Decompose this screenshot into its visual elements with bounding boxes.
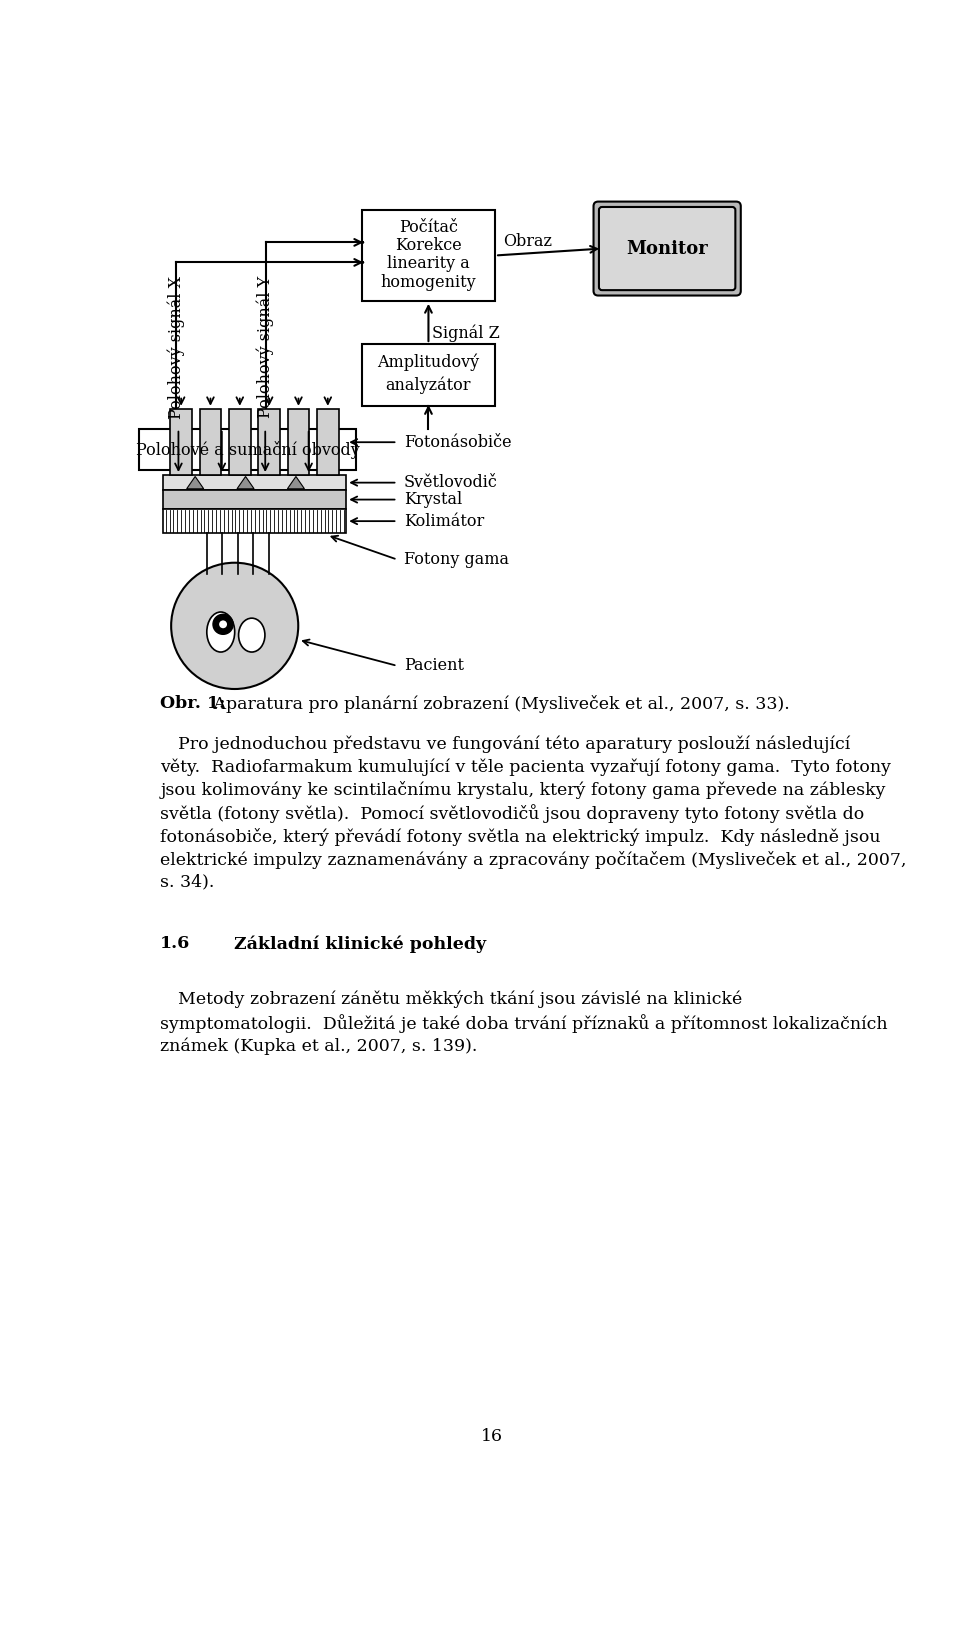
Text: Základní klinické pohledy: Základní klinické pohledy xyxy=(234,935,486,953)
Text: světla (fotony světla).  Pomocí světlovodičů jsou dopraveny tyto fotony světla d: světla (fotony světla). Pomocí světlovod… xyxy=(160,804,865,824)
Circle shape xyxy=(213,615,233,634)
Bar xyxy=(362,209,495,301)
Bar xyxy=(162,508,347,533)
Text: Fotonásobiče: Fotonásobiče xyxy=(403,433,512,451)
Bar xyxy=(317,409,339,474)
Text: Polohový signál X: Polohový signál X xyxy=(167,276,184,419)
Text: Polohové a sumační obvody: Polohové a sumační obvody xyxy=(136,440,360,458)
Polygon shape xyxy=(186,476,204,489)
Text: Metody zobrazení zánětu měkkých tkání jsou závislé na klinické: Metody zobrazení zánětu měkkých tkání js… xyxy=(179,991,742,1009)
Text: Fotony gama: Fotony gama xyxy=(403,551,509,567)
Ellipse shape xyxy=(239,618,265,652)
FancyBboxPatch shape xyxy=(599,208,735,289)
Bar xyxy=(228,409,251,474)
Text: 16: 16 xyxy=(481,1429,503,1445)
Polygon shape xyxy=(237,476,254,489)
Text: s. 34).: s. 34). xyxy=(160,873,215,891)
Text: Kolimátor: Kolimátor xyxy=(403,513,484,530)
Ellipse shape xyxy=(206,611,234,652)
Polygon shape xyxy=(287,476,304,489)
Bar xyxy=(162,490,347,508)
Circle shape xyxy=(219,620,228,629)
Bar xyxy=(170,409,192,474)
Text: Světlovodič: Světlovodič xyxy=(403,474,497,490)
Text: Krystal: Krystal xyxy=(403,490,462,508)
Circle shape xyxy=(171,562,299,688)
Text: jsou kolimovány ke scintilačnímu krystalu, který fotony gama převede na záblesky: jsou kolimovány ke scintilačnímu krystal… xyxy=(160,782,886,800)
Text: fotonásobiče, který převádí fotony světla na elektrický impulz.  Kdy následně js: fotonásobiče, který převádí fotony světl… xyxy=(160,827,881,845)
Text: analyzátor: analyzátor xyxy=(386,378,471,394)
Text: Počítač: Počítač xyxy=(399,219,458,235)
Text: Amplitudový: Amplitudový xyxy=(377,353,479,371)
Text: Korekce: Korekce xyxy=(396,237,462,253)
Text: Polohový signál Y: Polohový signál Y xyxy=(257,276,275,419)
Bar xyxy=(258,409,280,474)
Bar xyxy=(288,409,309,474)
Text: Signál Z: Signál Z xyxy=(432,324,500,342)
Text: Monitor: Monitor xyxy=(626,240,708,258)
Text: Pro jednoduchou představu ve fungování této aparatury poslouží následující: Pro jednoduchou představu ve fungování t… xyxy=(179,736,851,752)
Bar xyxy=(139,428,356,471)
Text: symptomatologii.  Důležitá je také doba trvání příznaků a přítomnost lokalizačn: symptomatologii. Důležitá je také doba t… xyxy=(160,1014,888,1033)
Text: Obraz: Obraz xyxy=(503,234,552,250)
Bar xyxy=(200,409,222,474)
Text: známek (Kupka et al., 2007, s. 139).: známek (Kupka et al., 2007, s. 139). xyxy=(160,1037,478,1055)
Text: homogenity: homogenity xyxy=(380,275,476,291)
Text: věty.  Radiofarmakum kumulující v těle pacienta vyzařují fotony gama.  Tyto foto: věty. Radiofarmakum kumulující v těle pa… xyxy=(160,759,891,775)
Text: 1.6: 1.6 xyxy=(160,935,190,953)
Text: linearity a: linearity a xyxy=(387,255,469,273)
Text: Obr. 1:: Obr. 1: xyxy=(160,695,226,713)
Text: elektrické impulzy zaznamenávány a zpracovány počítačem (Mysliveček et al., 2007: elektrické impulzy zaznamenávány a zprac… xyxy=(160,850,907,868)
Text: Aparatura pro planární zobrazení (Mysliveček et al., 2007, s. 33).: Aparatura pro planární zobrazení (Mysliv… xyxy=(208,695,790,713)
Bar xyxy=(162,474,347,490)
Bar xyxy=(362,343,495,405)
FancyBboxPatch shape xyxy=(593,201,741,296)
Text: Pacient: Pacient xyxy=(403,657,464,674)
